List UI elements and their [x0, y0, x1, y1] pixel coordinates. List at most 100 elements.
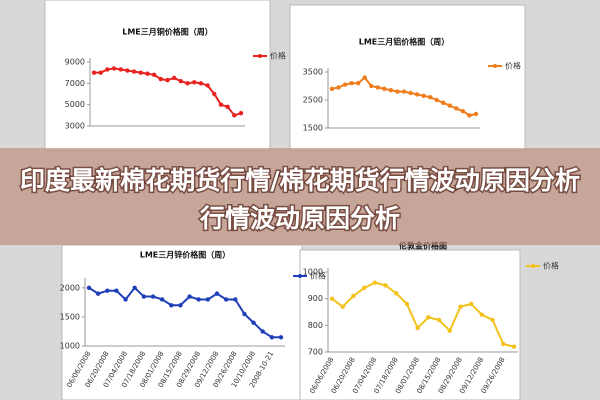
point	[362, 75, 367, 80]
point	[138, 70, 143, 75]
point	[105, 288, 110, 293]
point	[132, 285, 137, 291]
point	[218, 102, 224, 107]
y-tick-label: 9000	[65, 58, 85, 67]
legend-point	[258, 54, 262, 58]
point	[212, 91, 217, 97]
point	[355, 81, 361, 86]
y-tick-label: 1500	[60, 312, 80, 321]
banner-line: 印度最新棉花期货行情/棉花期货行情波动原因分析	[20, 166, 580, 195]
point	[426, 315, 431, 320]
point	[351, 293, 356, 299]
point	[375, 85, 381, 90]
point	[141, 294, 147, 299]
y-tick-label: 3000	[65, 122, 85, 131]
point	[394, 291, 399, 296]
point	[151, 72, 157, 78]
legend-point	[531, 264, 535, 268]
point	[187, 294, 192, 299]
point	[511, 344, 517, 349]
point	[150, 294, 156, 299]
legend-label: 价格	[543, 261, 559, 271]
point	[460, 109, 466, 114]
chart-panel	[61, 244, 303, 400]
y-tick-label: 800	[308, 321, 323, 330]
point	[131, 69, 137, 74]
point	[192, 80, 197, 85]
chart-panel	[299, 249, 521, 400]
point	[434, 97, 439, 103]
point	[114, 288, 119, 293]
point	[447, 103, 453, 108]
y-tick-label: 700	[308, 348, 323, 357]
point	[159, 297, 165, 302]
legend-point	[493, 64, 497, 68]
point	[125, 68, 130, 73]
y-tick-label: 2500	[303, 96, 323, 105]
point	[342, 82, 348, 87]
legend-label: 价格	[270, 51, 286, 61]
point	[447, 328, 452, 333]
point	[436, 317, 442, 323]
point	[414, 92, 420, 97]
point	[479, 312, 485, 317]
point	[468, 301, 474, 307]
point	[329, 86, 335, 92]
point	[145, 71, 150, 76]
point	[123, 297, 128, 302]
point	[98, 70, 103, 75]
chart-title: LME三月铝价格图（周）	[359, 37, 450, 47]
point	[105, 67, 110, 72]
point	[185, 81, 190, 86]
point	[91, 70, 97, 75]
point	[361, 285, 367, 291]
point	[395, 89, 400, 94]
point	[421, 93, 426, 99]
point	[225, 104, 230, 110]
point	[86, 285, 92, 291]
price-line	[88, 286, 281, 339]
chart-title: LME三月铜价格图（周）	[122, 27, 213, 37]
point	[205, 297, 211, 302]
banner-line: 行情波动原因分析	[199, 204, 400, 233]
point	[473, 111, 479, 117]
point	[340, 304, 345, 309]
point	[178, 303, 183, 308]
point	[401, 89, 407, 94]
chart-title: LME三月锌价格图（周）	[140, 250, 231, 260]
point	[408, 90, 413, 96]
point	[369, 83, 374, 89]
point	[490, 317, 495, 323]
point	[388, 88, 394, 93]
point	[214, 291, 220, 296]
point	[336, 85, 341, 90]
point	[232, 113, 237, 118]
point	[223, 297, 229, 302]
point	[467, 113, 472, 118]
point	[251, 320, 256, 325]
legend-label: 价格	[505, 61, 521, 71]
point	[269, 335, 275, 340]
point	[95, 291, 101, 296]
point	[118, 67, 123, 72]
point	[178, 79, 184, 84]
point	[111, 66, 117, 71]
legend-point	[298, 274, 302, 278]
point	[196, 297, 201, 302]
point	[260, 329, 265, 334]
y-tick-label: 3500	[303, 68, 323, 77]
point	[198, 81, 204, 86]
point	[171, 75, 177, 81]
y-tick-label: 2000	[60, 283, 80, 292]
point	[205, 83, 210, 88]
point	[349, 81, 354, 86]
point	[501, 341, 506, 347]
banner	[0, 148, 600, 245]
point	[169, 303, 174, 308]
point	[233, 297, 238, 302]
point	[372, 280, 378, 285]
y-tick-label: 5000	[65, 100, 85, 109]
point	[441, 100, 446, 106]
point	[383, 283, 388, 288]
